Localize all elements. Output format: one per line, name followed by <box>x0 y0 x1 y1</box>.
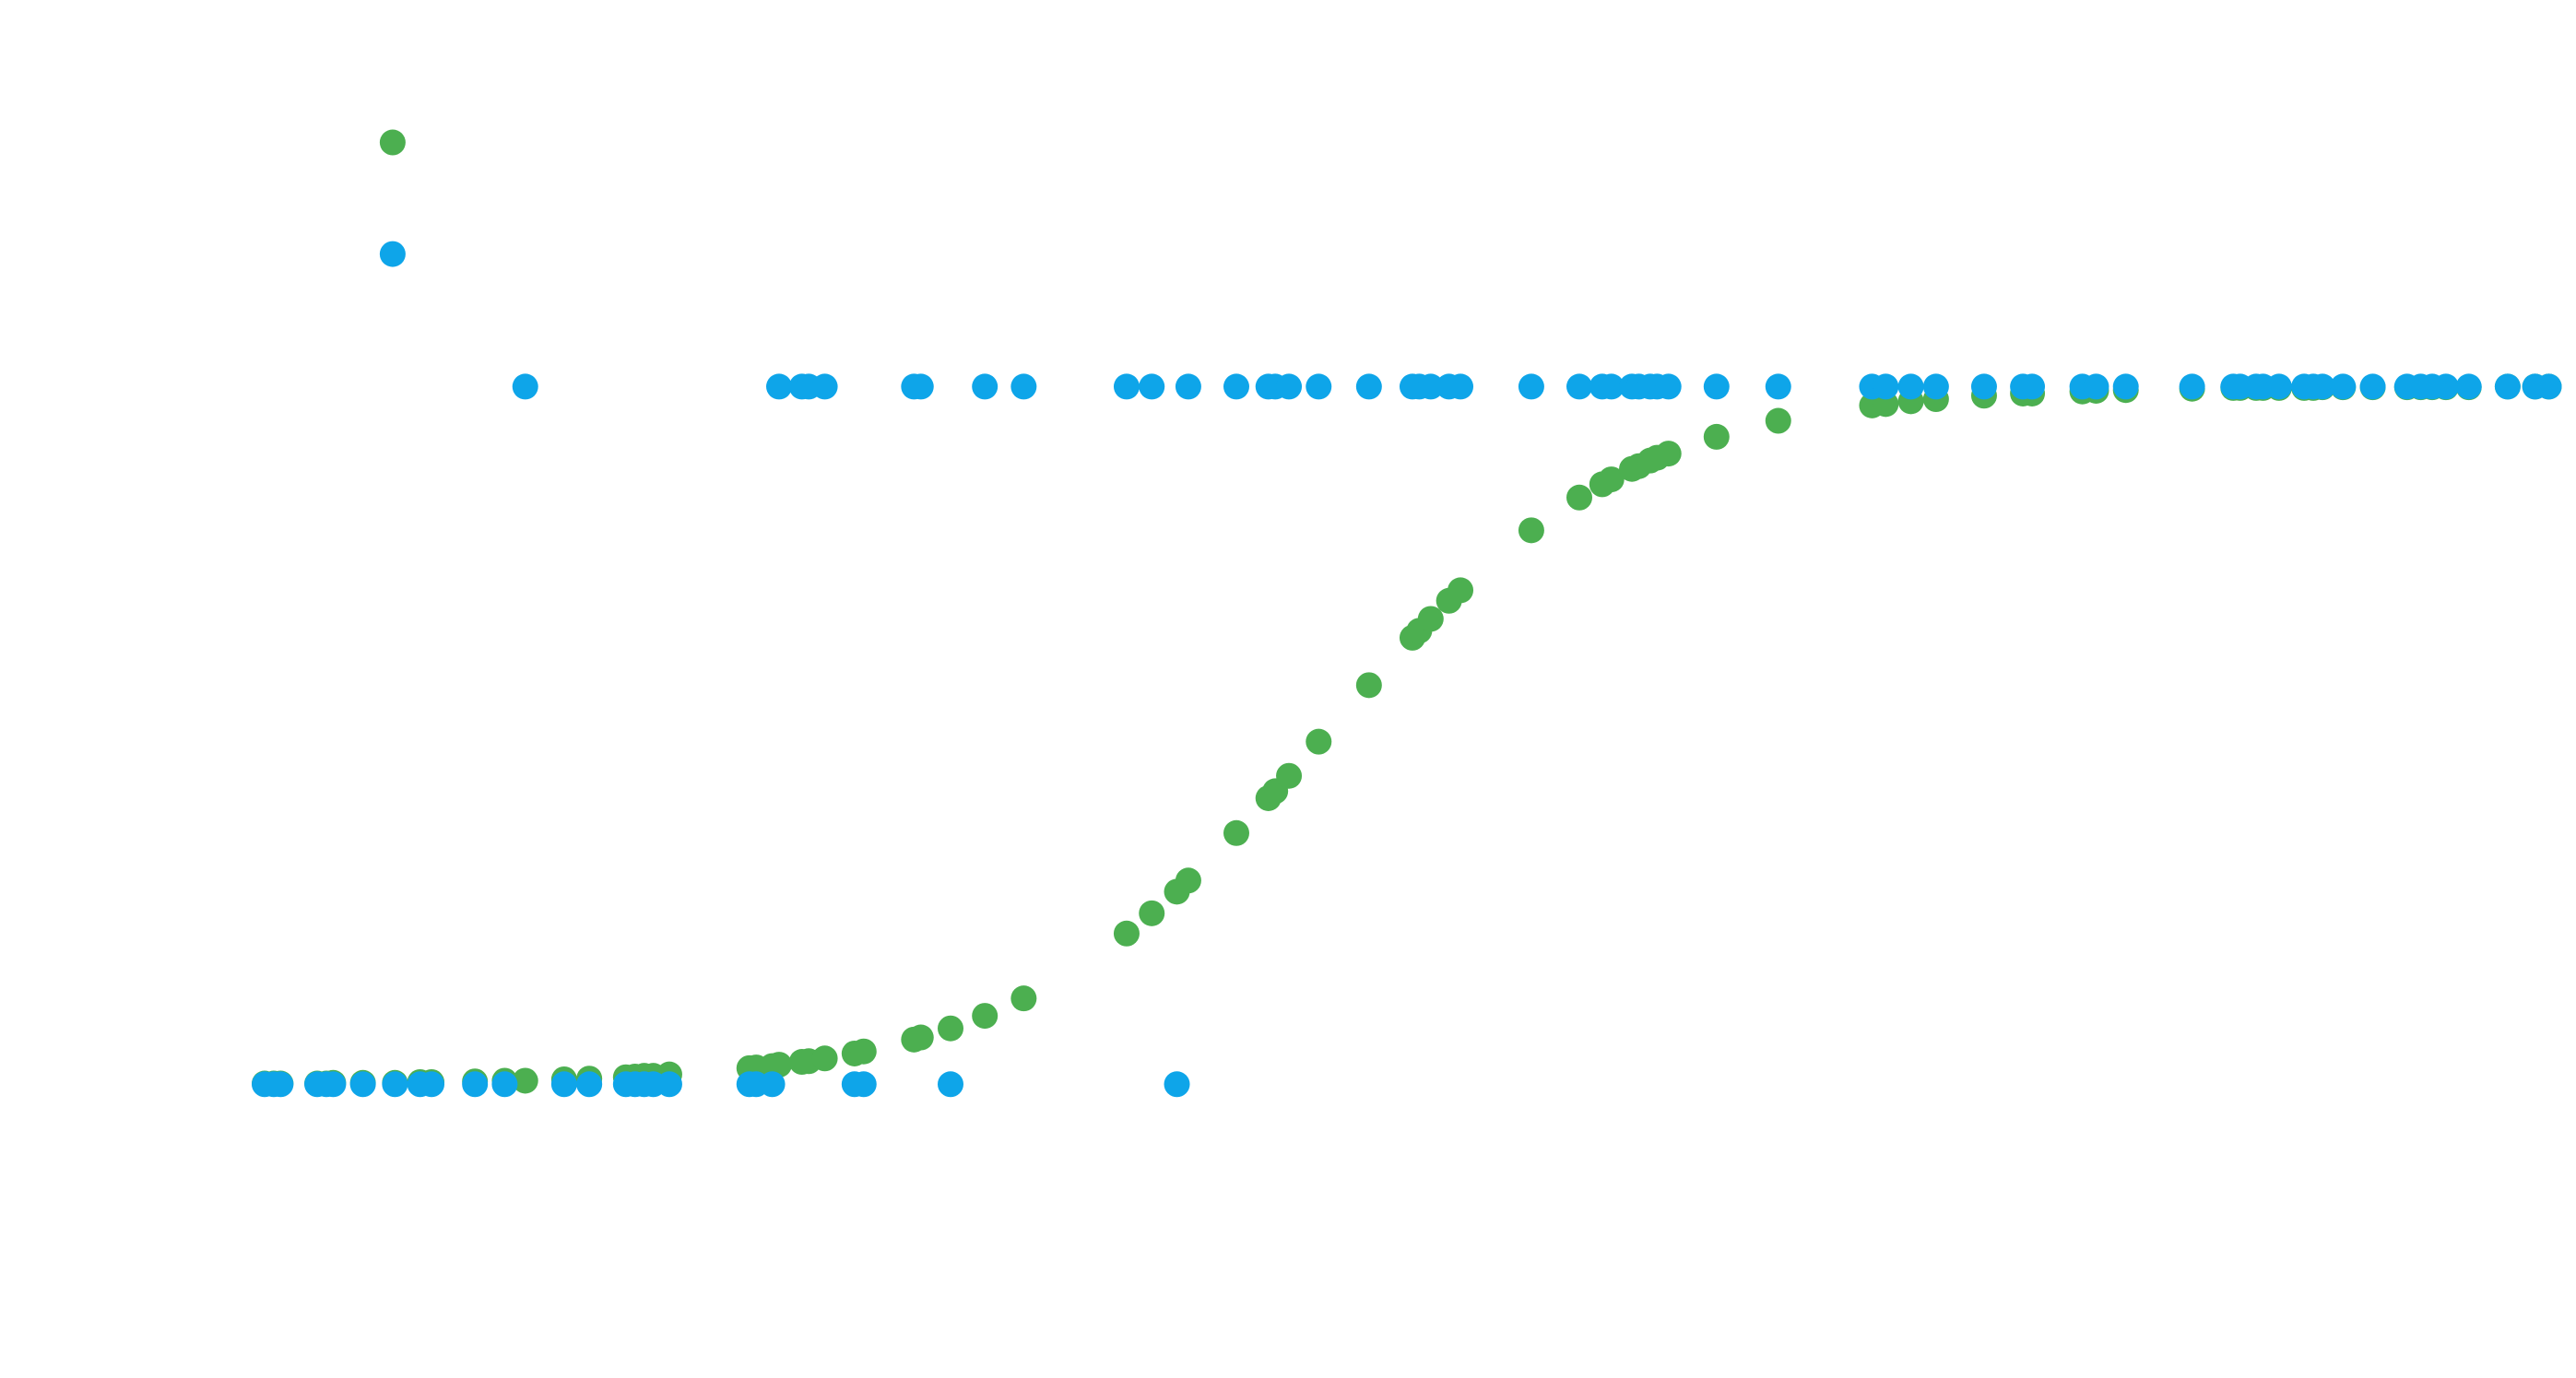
point <box>1897 373 1924 400</box>
point <box>1306 728 1332 755</box>
point <box>2083 373 2109 400</box>
point <box>1113 373 1140 400</box>
point <box>766 373 792 400</box>
point <box>759 1071 786 1098</box>
point <box>1518 373 1544 400</box>
point <box>1010 985 1037 1012</box>
point <box>2494 373 2521 400</box>
point <box>1355 373 1382 400</box>
point <box>1873 373 1899 400</box>
point <box>1448 373 1474 400</box>
point <box>1655 373 1682 400</box>
point <box>379 129 406 156</box>
point <box>2535 373 2562 400</box>
point <box>811 373 838 400</box>
point <box>972 373 998 400</box>
point <box>1276 373 1303 400</box>
point <box>2019 373 2046 400</box>
point <box>1448 577 1474 604</box>
point <box>1703 373 1730 400</box>
point <box>850 1038 877 1065</box>
point <box>1113 920 1140 947</box>
point <box>2112 373 2139 400</box>
point <box>419 1071 445 1098</box>
point <box>1164 1071 1190 1098</box>
point <box>766 1052 792 1078</box>
point <box>1566 373 1592 400</box>
point <box>1970 373 1997 400</box>
point <box>267 1071 294 1098</box>
point <box>1010 373 1037 400</box>
point <box>2432 373 2459 400</box>
point <box>1765 407 1791 434</box>
point <box>1139 373 1165 400</box>
point <box>1175 867 1201 894</box>
point <box>1417 373 1444 400</box>
point <box>1655 441 1682 467</box>
point <box>1276 762 1303 789</box>
point <box>811 1045 838 1072</box>
point <box>972 1003 998 1030</box>
point <box>907 1024 934 1051</box>
point <box>1175 373 1201 400</box>
point <box>1765 373 1791 400</box>
point <box>1922 373 1949 400</box>
point <box>2179 373 2205 400</box>
point <box>550 1071 577 1098</box>
point <box>512 373 538 400</box>
point <box>938 1015 963 1042</box>
point <box>379 241 406 267</box>
point <box>320 1071 347 1098</box>
point <box>382 1071 408 1098</box>
point <box>576 1071 603 1098</box>
point <box>2455 373 2482 400</box>
point <box>907 373 934 400</box>
point <box>2265 373 2292 400</box>
point <box>349 1071 376 1098</box>
point <box>2359 373 2386 400</box>
point <box>1417 606 1444 632</box>
point <box>1306 373 1332 400</box>
point <box>1518 517 1544 544</box>
point <box>2330 373 2357 400</box>
point <box>1598 373 1625 400</box>
point <box>1566 484 1592 511</box>
point <box>938 1071 963 1098</box>
point <box>1703 423 1730 450</box>
point <box>1139 900 1165 926</box>
point <box>491 1071 518 1098</box>
point <box>850 1071 877 1098</box>
point <box>462 1071 489 1098</box>
point <box>1355 672 1382 699</box>
point <box>2310 373 2335 400</box>
point <box>656 1071 682 1098</box>
point <box>1598 466 1625 493</box>
point <box>1223 373 1249 400</box>
point <box>512 1067 538 1094</box>
point <box>1223 819 1249 846</box>
